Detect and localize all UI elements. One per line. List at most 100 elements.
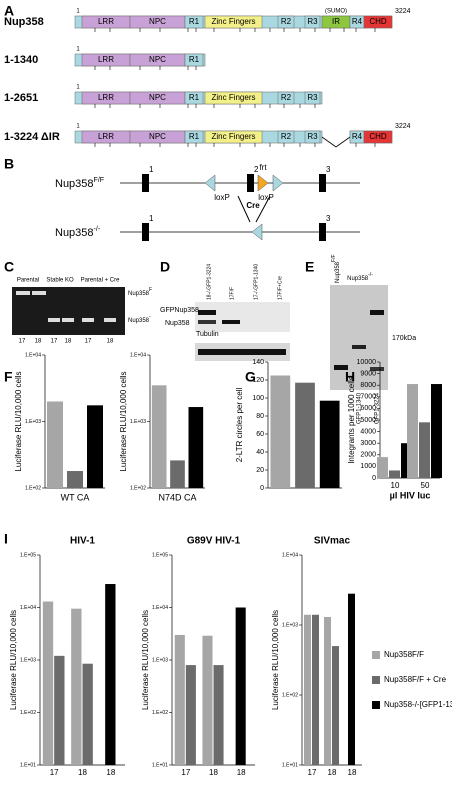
domain-label: R2 — [281, 132, 292, 141]
x-tick-label: 17 — [181, 768, 190, 777]
exon-number: 1 — [149, 214, 154, 223]
y-tick-label: 40 — [256, 449, 264, 456]
x-tick-label: 18 — [106, 768, 115, 777]
y-tick-label: 1.E+03 — [130, 419, 146, 425]
bar — [377, 457, 388, 478]
domain-label: LRR — [98, 132, 114, 141]
domain-label: R3 — [307, 17, 318, 26]
bar — [67, 471, 83, 488]
y-axis-label: Luciferase RLU/10,000 cells — [141, 610, 150, 710]
domain — [277, 15, 295, 29]
y-tick-label: 1.E+01 — [20, 762, 36, 768]
gel-band-label: Nup358- — [128, 314, 151, 323]
band-name: Nup358 — [128, 318, 150, 324]
blot-band — [198, 349, 286, 355]
y-tick-label: 10000 — [357, 359, 377, 366]
y-tick-label: 1.E+01 — [282, 762, 298, 768]
bar — [202, 635, 213, 765]
domain-label: NPC — [149, 17, 166, 26]
bar — [407, 384, 418, 478]
y-tick-label: 1.E+03 — [20, 657, 36, 663]
group-sup: -/- — [368, 272, 373, 278]
y-tick-label: 80 — [256, 413, 264, 420]
allele-label: Nup358F/F — [55, 177, 104, 190]
y-tick-label: 0 — [372, 475, 376, 482]
domain — [363, 15, 393, 29]
domain — [204, 91, 263, 105]
bar — [174, 634, 185, 765]
end-label: 3224 — [395, 123, 411, 130]
bar — [324, 617, 331, 765]
allele-label: Nup358-/- — [55, 226, 101, 239]
domain-label: R4 — [352, 132, 363, 141]
panel-label: I — [4, 531, 8, 547]
lane-label: 17F/F+Cre — [277, 276, 283, 300]
x-tick-label: 18 — [328, 768, 337, 777]
construct-label: Nup358 — [4, 16, 44, 28]
gel-lane: 17 — [51, 339, 58, 345]
start-label: 1 — [76, 124, 80, 130]
y-tick-label: 1.E+02 — [25, 485, 41, 491]
y-tick-label: 1.E+02 — [152, 710, 168, 716]
bar — [270, 375, 291, 488]
y-tick-label: 140 — [252, 359, 264, 366]
site-label: frt — [259, 163, 267, 172]
domain — [304, 15, 321, 29]
band-label: Nup358 — [165, 320, 190, 327]
x-tick-label: 18 — [237, 768, 246, 777]
exon-number: 3 — [326, 165, 331, 174]
construct-label: 1-2651 — [4, 92, 38, 104]
construct-label: 1-3224 ΔIR — [4, 131, 60, 143]
exon-number: 3 — [326, 214, 331, 223]
domain — [204, 15, 263, 29]
deletion-connector — [321, 136, 351, 148]
x-tick-label: 17 — [308, 768, 317, 777]
gel-lane: 18 — [107, 339, 114, 345]
bar — [389, 470, 400, 478]
domain-label: LRR — [98, 55, 114, 64]
bar — [188, 407, 204, 488]
lane-group: Nup358-/- — [347, 272, 373, 281]
domain — [184, 53, 204, 67]
bar — [419, 422, 430, 478]
y-tick-label: 1.E+03 — [282, 622, 298, 628]
bar — [332, 646, 339, 765]
x-tick-label: 50 — [421, 481, 430, 490]
blot-band — [370, 310, 384, 315]
allele-sup: -/- — [94, 226, 101, 233]
cre-arrow — [237, 195, 271, 223]
group-sup: F/F — [331, 254, 337, 262]
domain-label: R1 — [189, 132, 200, 141]
bar — [87, 405, 103, 488]
construct-label: 1-1340 — [4, 54, 38, 66]
start-label: 1 — [76, 47, 80, 53]
y-axis-label: 2-LTR circles per cell — [235, 388, 244, 463]
x-axis-label: µl HIV luc — [390, 490, 431, 500]
domain-label: R2 — [281, 93, 292, 102]
domain — [277, 91, 295, 105]
domain-label: LRR — [98, 17, 114, 26]
legend-label: Nup358F/F — [384, 650, 424, 659]
domain-label: IR — [332, 17, 340, 26]
panel-label: A — [4, 3, 14, 19]
y-tick-label: 1.E+02 — [282, 692, 298, 698]
domain-label: Zinc Fingers — [211, 132, 255, 141]
bar — [54, 655, 65, 765]
y-tick-label: 1.E+01 — [152, 762, 168, 768]
domain-label: R1 — [189, 93, 200, 102]
panel-label: H — [345, 369, 355, 385]
y-tick-label: 3000 — [360, 440, 376, 447]
exon-number: 2 — [254, 165, 259, 174]
bar — [71, 608, 82, 765]
y-tick-label: 1.E+03 — [152, 657, 168, 663]
gel-lane: 18 — [65, 339, 72, 345]
panel-label: C — [4, 259, 14, 275]
legend-label: Nup358F/F + Cre — [384, 675, 447, 684]
blot-band — [370, 367, 384, 371]
x-tick-label: 17 — [50, 768, 59, 777]
site-label: loxP — [258, 193, 274, 202]
y-tick-label: 1.E+04 — [152, 605, 168, 611]
gel-group: Parental — [17, 278, 39, 284]
y-tick-label: 1.E+05 — [20, 552, 36, 558]
blot-band — [222, 320, 240, 324]
